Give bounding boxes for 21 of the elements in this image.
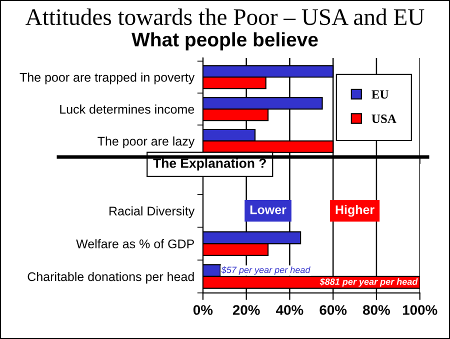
annotation: Higher: [336, 204, 374, 217]
y-tick-label: The poor are trapped in poverty: [20, 72, 195, 84]
chart-title: Attitudes towards the Poor – USA and EU: [26, 8, 424, 26]
text: The Explanation ?: [153, 158, 266, 171]
x-tick-label: 20%: [232, 305, 260, 315]
y-tick-label: Racial Diversity: [110, 206, 195, 218]
legend-label: USA: [372, 114, 396, 123]
chart-subtitle: What people believe: [132, 32, 318, 50]
annotation: $57 per year per head: [221, 266, 310, 275]
y-tick-label: The poor are lazy: [98, 136, 195, 148]
x-tick-label: 0%: [193, 305, 213, 315]
x-tick-label: 80%: [363, 305, 390, 315]
x-tick-label: 40%: [276, 305, 304, 315]
y-tick-label: Charitable donations per head: [28, 272, 194, 284]
annotation: Lower: [250, 205, 286, 214]
x-tick-label: 60%: [320, 305, 347, 315]
y-tick-label: Luck determines income: [60, 104, 194, 114]
annotation: $881 per year per head: [320, 278, 418, 287]
legend-label: EU: [372, 90, 388, 99]
y-tick-label: Welfare as % of GDP: [76, 239, 194, 248]
x-tick-label: 100%: [402, 305, 438, 315]
